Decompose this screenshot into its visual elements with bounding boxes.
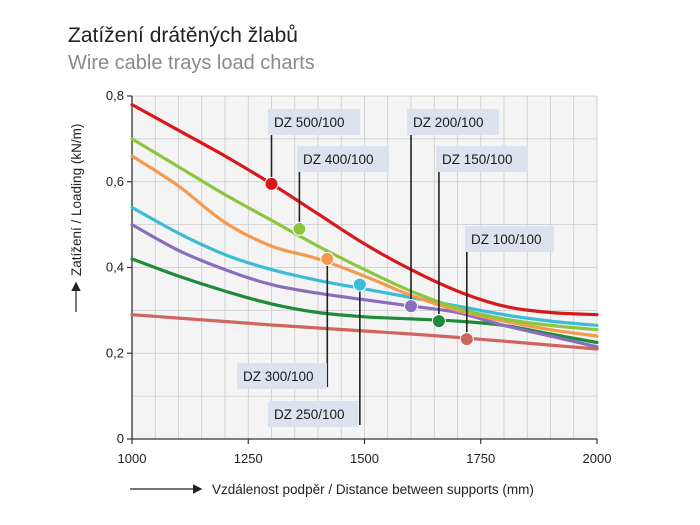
y-tick-labels: 0 0,2 0,4 0,6 0,8 [106,88,132,446]
series-label-box [237,363,327,389]
x-tick-labels: 1000 1250 1500 1750 2000 [118,439,612,466]
y-axis-label: Zatížení / Loading (kN/m) [69,124,84,276]
series-label-box [268,109,360,135]
series-label: DZ 100/100 [471,232,542,247]
series-label-box [268,401,358,427]
series-marker [352,277,367,292]
series-label-box [407,109,499,135]
series-lines [130,103,599,351]
x-tick-label: 1250 [234,451,263,466]
series-marker [431,314,446,329]
series-line [130,154,599,338]
series-line [130,137,599,332]
y-tick-label: 0,4 [106,260,124,275]
series-markers [264,176,474,347]
x-tick-label: 1750 [466,451,495,466]
y-tick-label: 0,6 [106,174,124,189]
series-marker [404,299,418,314]
series-label: DZ 400/100 [303,152,374,167]
y-tick-label: 0 [117,431,124,446]
series-line [130,313,599,351]
series-label-box [297,146,389,172]
series-marker [292,221,307,236]
series-line [130,223,599,349]
series-label: DZ 500/100 [274,115,345,130]
y-tick-label: 0,2 [106,345,124,360]
chart-subtitle: Wire cable trays load charts [68,52,315,74]
series-line [130,103,599,317]
chart-title: Zatížení drátěných žlabů [68,24,298,47]
series-labels: DZ 500/100 DZ 400/100 DZ 300/100 DZ 250/100… [237,109,554,427]
series-label: DZ 300/100 [243,369,314,384]
x-tick-label: 1500 [350,451,379,466]
series-label: DZ 200/100 [413,115,484,130]
x-axis-label: Vzdálenost podpěr / Distance between sup… [212,482,534,497]
series-label-box [465,226,554,252]
x-tick-label: 2000 [583,451,612,466]
series-marker [459,332,474,347]
series-marker [320,251,335,266]
series-label-box [436,146,528,172]
series-label: DZ 250/100 [274,407,345,422]
series-marker [264,176,279,191]
series-label: DZ 150/100 [442,152,513,167]
y-tick-label: 0,8 [106,88,124,103]
x-tick-label: 1000 [118,451,147,466]
